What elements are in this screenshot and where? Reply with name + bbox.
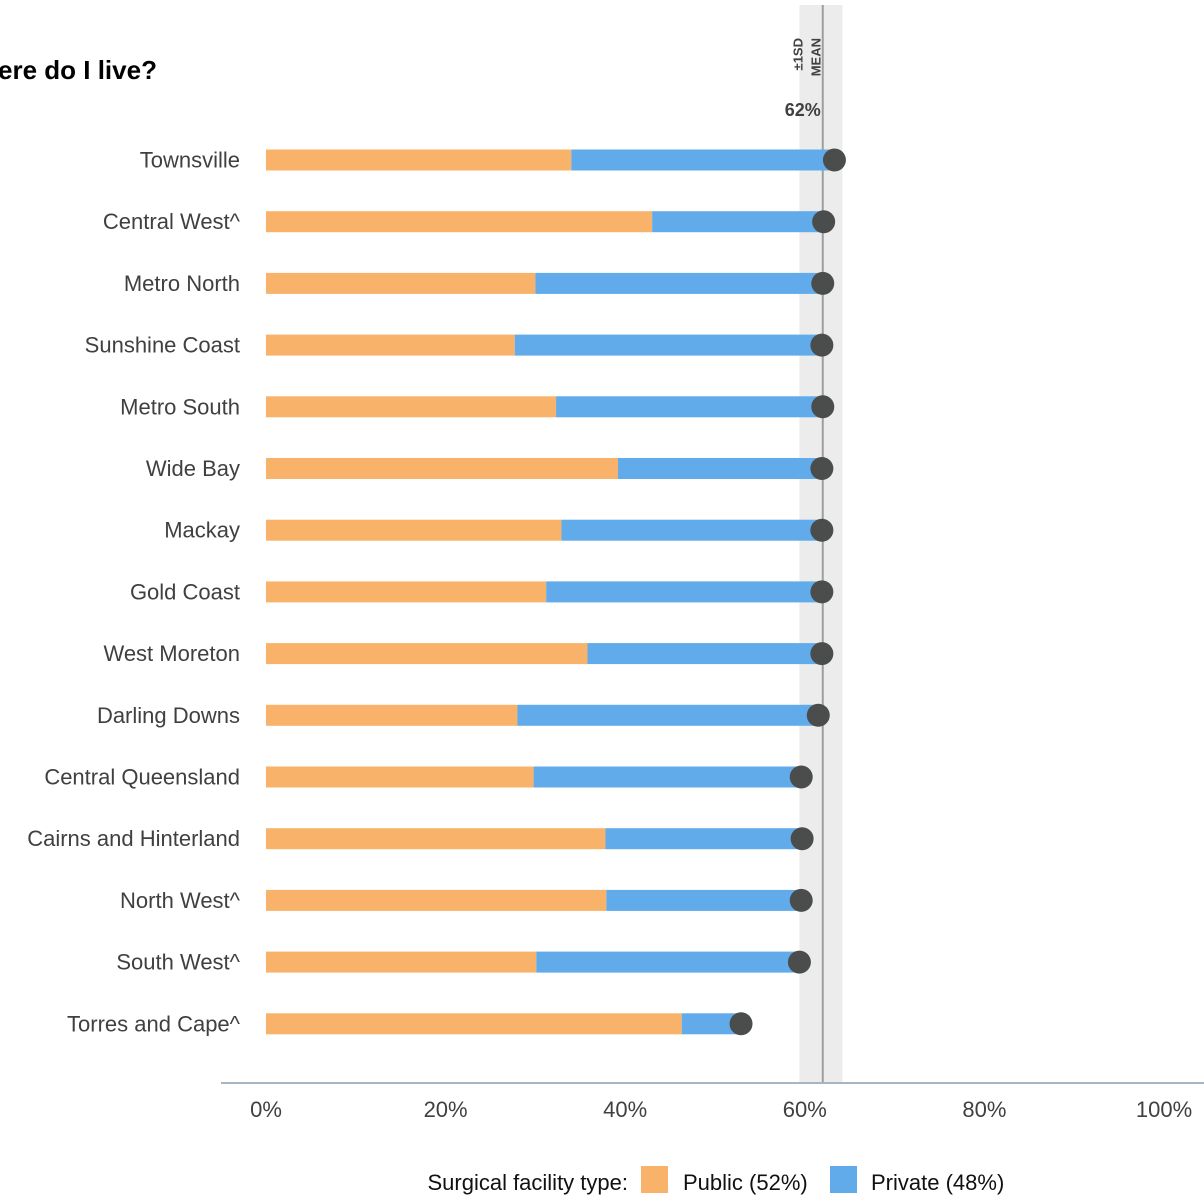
total-marker — [787, 950, 811, 974]
bar-private — [605, 828, 803, 850]
category-label: Darling Downs — [97, 703, 240, 728]
total-marker — [729, 1012, 753, 1036]
legend-title: Surgical facility type: — [427, 1170, 628, 1195]
category-label: Sunshine Coast — [85, 333, 240, 358]
category-label: North West^ — [120, 888, 241, 913]
total-marker — [810, 333, 834, 357]
bar-public — [266, 272, 536, 294]
bar-private — [652, 211, 824, 233]
x-tick-label: 0% — [250, 1097, 282, 1122]
bar-private — [546, 581, 822, 603]
category-label: Wide Bay — [146, 456, 240, 481]
category-label: West Moreton — [103, 641, 240, 666]
mean-value-label: 62% — [785, 100, 821, 120]
bar-private — [556, 396, 823, 418]
total-marker — [811, 395, 835, 419]
category-label: Central West^ — [103, 209, 241, 234]
total-marker — [810, 642, 834, 666]
bar-public — [266, 211, 653, 233]
legend-swatch-public — [641, 1166, 668, 1193]
category-label: Mackay — [164, 518, 240, 543]
total-marker — [822, 148, 846, 172]
x-tick-label: 80% — [962, 1097, 1006, 1122]
total-marker — [789, 765, 813, 789]
bar-public — [266, 334, 515, 356]
total-marker — [790, 827, 814, 851]
legend-label-public: Public (52%) — [683, 1170, 808, 1195]
total-marker — [811, 271, 835, 295]
category-label: Townsville — [140, 148, 240, 173]
sd-band-label: ±1SD — [790, 38, 805, 70]
category-label: Torres and Cape^ — [67, 1011, 241, 1036]
bar-private — [536, 951, 800, 973]
bar-public — [266, 828, 606, 850]
bar-public — [266, 766, 534, 788]
chart-title: ere do I live? — [0, 55, 157, 85]
x-tick-label: 20% — [424, 1097, 468, 1122]
category-label: Cairns and Hinterland — [27, 826, 240, 851]
category-label: Gold Coast — [130, 579, 240, 604]
mean-line-label: MEAN — [808, 38, 823, 76]
bar-private — [606, 889, 802, 911]
bar-private — [535, 272, 823, 294]
bar-public — [266, 643, 588, 665]
legend-label-private: Private (48%) — [871, 1170, 1004, 1195]
bar-private — [533, 766, 802, 788]
bar-public — [266, 396, 557, 418]
bar-public — [266, 1013, 682, 1035]
bar-private — [571, 149, 835, 171]
category-label: Central Queensland — [44, 765, 240, 790]
total-marker — [806, 703, 830, 727]
bar-private — [681, 1013, 742, 1035]
bar-private — [514, 334, 822, 356]
bar-public — [266, 458, 619, 479]
bar-public — [266, 951, 537, 973]
category-label: South West^ — [116, 950, 240, 975]
bar-public — [266, 149, 572, 171]
bar-public — [266, 581, 547, 603]
bar-public — [266, 519, 562, 541]
total-marker — [789, 888, 813, 912]
bar-public — [266, 704, 518, 726]
legend-swatch-private — [830, 1166, 857, 1193]
x-tick-label: 100% — [1136, 1097, 1192, 1122]
x-tick-label: 40% — [603, 1097, 647, 1122]
bar-private — [618, 458, 822, 479]
total-marker — [810, 580, 834, 604]
category-label: Metro South — [120, 394, 240, 419]
category-label: Metro North — [124, 271, 240, 296]
bar-public — [266, 889, 607, 911]
bar-private — [517, 704, 819, 726]
total-marker — [810, 518, 834, 542]
total-marker — [812, 210, 836, 234]
bar-private — [587, 643, 822, 665]
total-marker — [810, 457, 834, 480]
x-tick-label: 60% — [783, 1097, 827, 1122]
bar-private — [561, 519, 822, 541]
